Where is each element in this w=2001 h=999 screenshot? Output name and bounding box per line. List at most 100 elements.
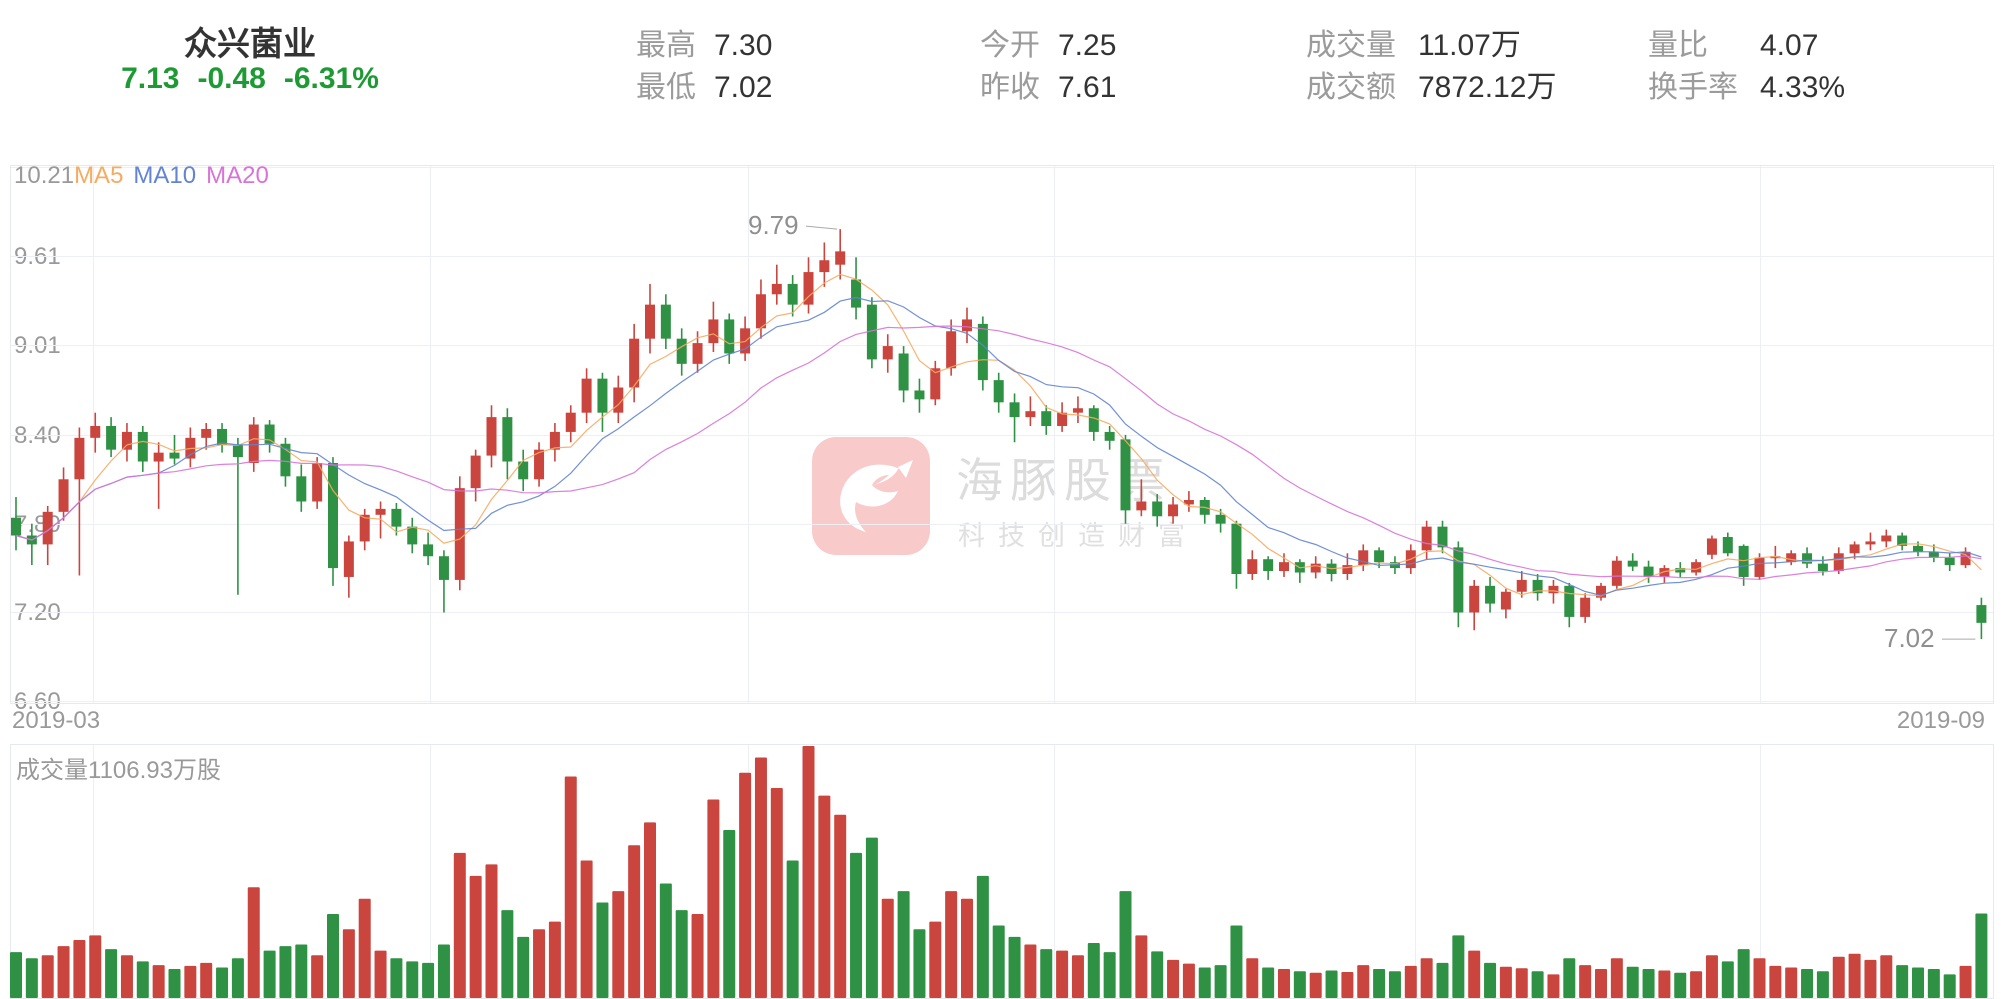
volume-bar [485,864,498,998]
volume-bar [1753,958,1766,998]
period-low-annotation: 7.02 [1884,623,1935,654]
volume-bar [517,936,530,998]
volume-bar [437,944,450,998]
volume-bar [1468,950,1481,998]
volume-bar [548,921,561,998]
volume-bar [263,950,276,998]
volume-bar [1531,971,1544,998]
volume-bar [1151,951,1164,998]
volume-bar [1737,949,1750,998]
volume-bar [1943,974,1956,998]
volume-bar [200,962,213,998]
ma10-line [15,296,1982,596]
volume-bar [1198,967,1211,998]
stat-value: 7.25 [1058,29,1117,62]
volume-bar [1896,965,1909,998]
volume-bar [992,925,1005,998]
volume-bar [1056,950,1069,998]
volume-bar [707,799,720,998]
ma-legend: 10.21MA5 MA10 MA20 [14,162,269,190]
volume-bar [105,949,118,998]
volume-bar [1690,971,1703,998]
volume-bar [1975,913,1988,998]
volume-bar [1832,956,1845,998]
volume-bar [976,875,989,998]
stat-value: 7.61 [1058,71,1117,104]
volume-bar [120,955,133,998]
stat-value: 7.30 [714,29,773,62]
volume-bar [1595,968,1607,998]
volume-bar [691,914,704,998]
volume-bar [1214,965,1227,998]
volume-pane-label: 成交量1106.93万股 [16,757,221,784]
stat-column-open-prevclose: 今开 7.25 昨收 7.61 [980,20,1116,104]
volume-bar [802,746,815,998]
volume-bar [1341,972,1354,998]
volume-bar [739,772,752,998]
volume-bar [216,967,229,998]
volume-bar [501,910,514,998]
volume-bar [1262,967,1275,998]
volume-bar [41,955,54,998]
volume-bar [1547,974,1560,998]
ma20-line [15,325,1982,580]
volume-bar [1563,958,1576,998]
stat-label: 换手率 [1648,71,1738,104]
x-axis-label-start: 2019-03 [12,707,101,734]
volume-bar [1008,936,1021,998]
volume-bar [1436,962,1449,998]
volume-bar [1785,967,1798,998]
legend-ma20: MA20 [206,162,269,189]
volume-bar [374,950,387,998]
watermark-dolphin-logo [812,437,930,560]
volume-bar [1246,958,1259,998]
volume-bar [929,921,942,998]
price-change: -0.48 [197,62,266,95]
volume-bar [564,776,577,998]
volume-bar [961,898,973,998]
volume-bar [1420,958,1433,998]
volume-bar [580,860,593,998]
stat-label: 量比 [1648,29,1708,62]
volume-bar [168,968,181,998]
volume-bar [1658,970,1671,998]
volume-bar [1357,965,1370,998]
volume-bar [1515,968,1528,998]
volume-bar [1610,958,1623,998]
volume-bar [406,961,419,998]
stat-label: 成交量 [1306,29,1396,62]
stat-label: 最高 [636,29,696,62]
volume-bar [247,887,260,998]
volume-bar [295,944,308,998]
volume-bar [1674,972,1687,998]
stat-column-ratio-turnrate: 量比 4.07 换手率 4.33% [1648,20,1845,104]
volume-bar [1705,955,1718,998]
volume-bar [818,795,831,998]
volume-bar [342,929,355,998]
volume-bar [1626,966,1639,998]
volume-bar [1959,965,1972,998]
volume-bar [1579,965,1592,998]
volume-bar [865,837,878,998]
volume-bar [1071,955,1084,998]
volume-bar [897,891,910,998]
volume-bar [1816,971,1829,998]
volume-bar [1801,968,1814,998]
volume-bar [1642,968,1655,998]
volume-bar [1119,891,1132,998]
y-axis-top-label: 10.21 [14,162,75,189]
volume-bar [73,939,86,998]
legend-ma10: MA10 [133,162,197,189]
volume-bar [1880,955,1893,998]
volume-bar [786,860,799,998]
volume-bar [25,958,38,998]
volume-bar [1848,953,1861,998]
volume-bar [184,965,197,998]
volume-bar [1912,967,1924,998]
volume-bar [1499,966,1512,998]
volume-bar [469,875,482,998]
stat-label: 今开 [980,29,1040,62]
volume-bar [770,788,783,998]
